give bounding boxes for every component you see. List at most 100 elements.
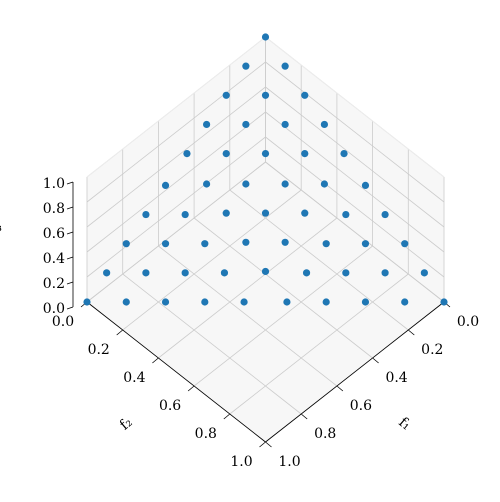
point bbox=[281, 180, 289, 188]
point bbox=[401, 240, 409, 248]
point bbox=[122, 240, 130, 248]
point bbox=[281, 238, 289, 246]
y-tick-label: 1.0 bbox=[230, 454, 252, 470]
point bbox=[261, 267, 270, 276]
point bbox=[361, 240, 370, 248]
z-axis-label: f₃ bbox=[0, 219, 2, 235]
point bbox=[261, 33, 270, 41]
point bbox=[302, 269, 311, 277]
tick-mark bbox=[408, 329, 415, 336]
point bbox=[181, 269, 189, 277]
point bbox=[181, 210, 189, 219]
grid-line bbox=[265, 111, 445, 253]
grid-line bbox=[265, 161, 445, 303]
point bbox=[222, 150, 230, 158]
grid-line bbox=[86, 161, 266, 303]
point bbox=[381, 210, 389, 219]
point bbox=[301, 91, 309, 99]
grid-line bbox=[229, 273, 409, 415]
x-tick-label: 0.8 bbox=[314, 426, 336, 442]
point bbox=[283, 298, 291, 306]
point bbox=[342, 210, 350, 219]
point bbox=[202, 120, 211, 129]
tick-mark bbox=[265, 441, 272, 448]
point bbox=[201, 298, 209, 306]
point bbox=[202, 180, 211, 188]
pane bbox=[265, 37, 444, 302]
grid-line bbox=[158, 245, 338, 387]
x-tick-label: 0.0 bbox=[457, 314, 479, 330]
z-tick-label: 0.0 bbox=[43, 301, 65, 317]
grid-line bbox=[193, 217, 373, 359]
x-tick-label: 0.6 bbox=[350, 398, 372, 414]
x-tick-label: 0.4 bbox=[385, 370, 407, 386]
point bbox=[240, 298, 248, 306]
point bbox=[261, 91, 270, 99]
grid-line bbox=[158, 217, 338, 359]
tick-mark bbox=[336, 385, 344, 392]
tick-mark bbox=[66, 256, 74, 260]
point bbox=[161, 240, 170, 248]
z-tick-label: 1.0 bbox=[43, 176, 65, 192]
grid-line bbox=[265, 86, 445, 228]
grid-line bbox=[229, 189, 409, 331]
grid-line bbox=[86, 86, 266, 228]
point bbox=[201, 240, 209, 248]
y-tick-label: 0.2 bbox=[88, 342, 110, 358]
point bbox=[320, 180, 329, 188]
box-edge bbox=[86, 36, 266, 178]
x-axis-label: f₁ bbox=[395, 414, 414, 433]
point bbox=[103, 269, 111, 277]
point bbox=[242, 180, 250, 188]
point bbox=[142, 269, 150, 277]
tick-mark bbox=[66, 281, 74, 285]
tick-mark bbox=[66, 306, 74, 310]
z-tick-label: 0.4 bbox=[43, 251, 65, 267]
grid-line bbox=[86, 61, 266, 203]
point bbox=[381, 269, 389, 277]
grid-line bbox=[86, 136, 266, 278]
grid-line bbox=[122, 273, 302, 415]
tick-mark bbox=[66, 181, 74, 185]
y-tick-label: 0.4 bbox=[123, 370, 145, 386]
box-edge bbox=[265, 36, 445, 178]
axis-line bbox=[86, 301, 266, 443]
point bbox=[83, 298, 91, 306]
tick-mark bbox=[187, 385, 195, 392]
tick-mark bbox=[223, 413, 231, 420]
grid-line bbox=[265, 61, 445, 203]
tick-mark bbox=[116, 329, 123, 336]
x-tick-label: 1.0 bbox=[278, 454, 300, 470]
point bbox=[222, 209, 230, 217]
point bbox=[222, 91, 230, 99]
point bbox=[281, 62, 289, 70]
point bbox=[440, 298, 448, 306]
point bbox=[361, 181, 370, 189]
point bbox=[340, 150, 348, 158]
point bbox=[342, 269, 350, 277]
point bbox=[183, 150, 191, 158]
point bbox=[320, 120, 329, 129]
point bbox=[420, 269, 428, 277]
point bbox=[401, 298, 409, 306]
tick-mark bbox=[259, 441, 266, 448]
point bbox=[242, 238, 250, 246]
point bbox=[161, 298, 170, 306]
grid-line bbox=[122, 189, 302, 331]
x-tick-label: 0.2 bbox=[421, 342, 443, 358]
point bbox=[242, 62, 250, 70]
point bbox=[301, 209, 309, 217]
point bbox=[161, 181, 170, 189]
axis-line bbox=[265, 301, 445, 443]
point bbox=[281, 120, 289, 129]
grid-line bbox=[86, 111, 266, 253]
grid-line bbox=[193, 245, 373, 387]
tick-mark bbox=[372, 357, 379, 364]
point bbox=[220, 269, 229, 277]
y-tick-label: 0.6 bbox=[159, 398, 181, 414]
point bbox=[142, 210, 150, 219]
z-tick-label: 0.6 bbox=[43, 226, 65, 242]
point bbox=[322, 298, 330, 306]
point bbox=[301, 150, 309, 158]
